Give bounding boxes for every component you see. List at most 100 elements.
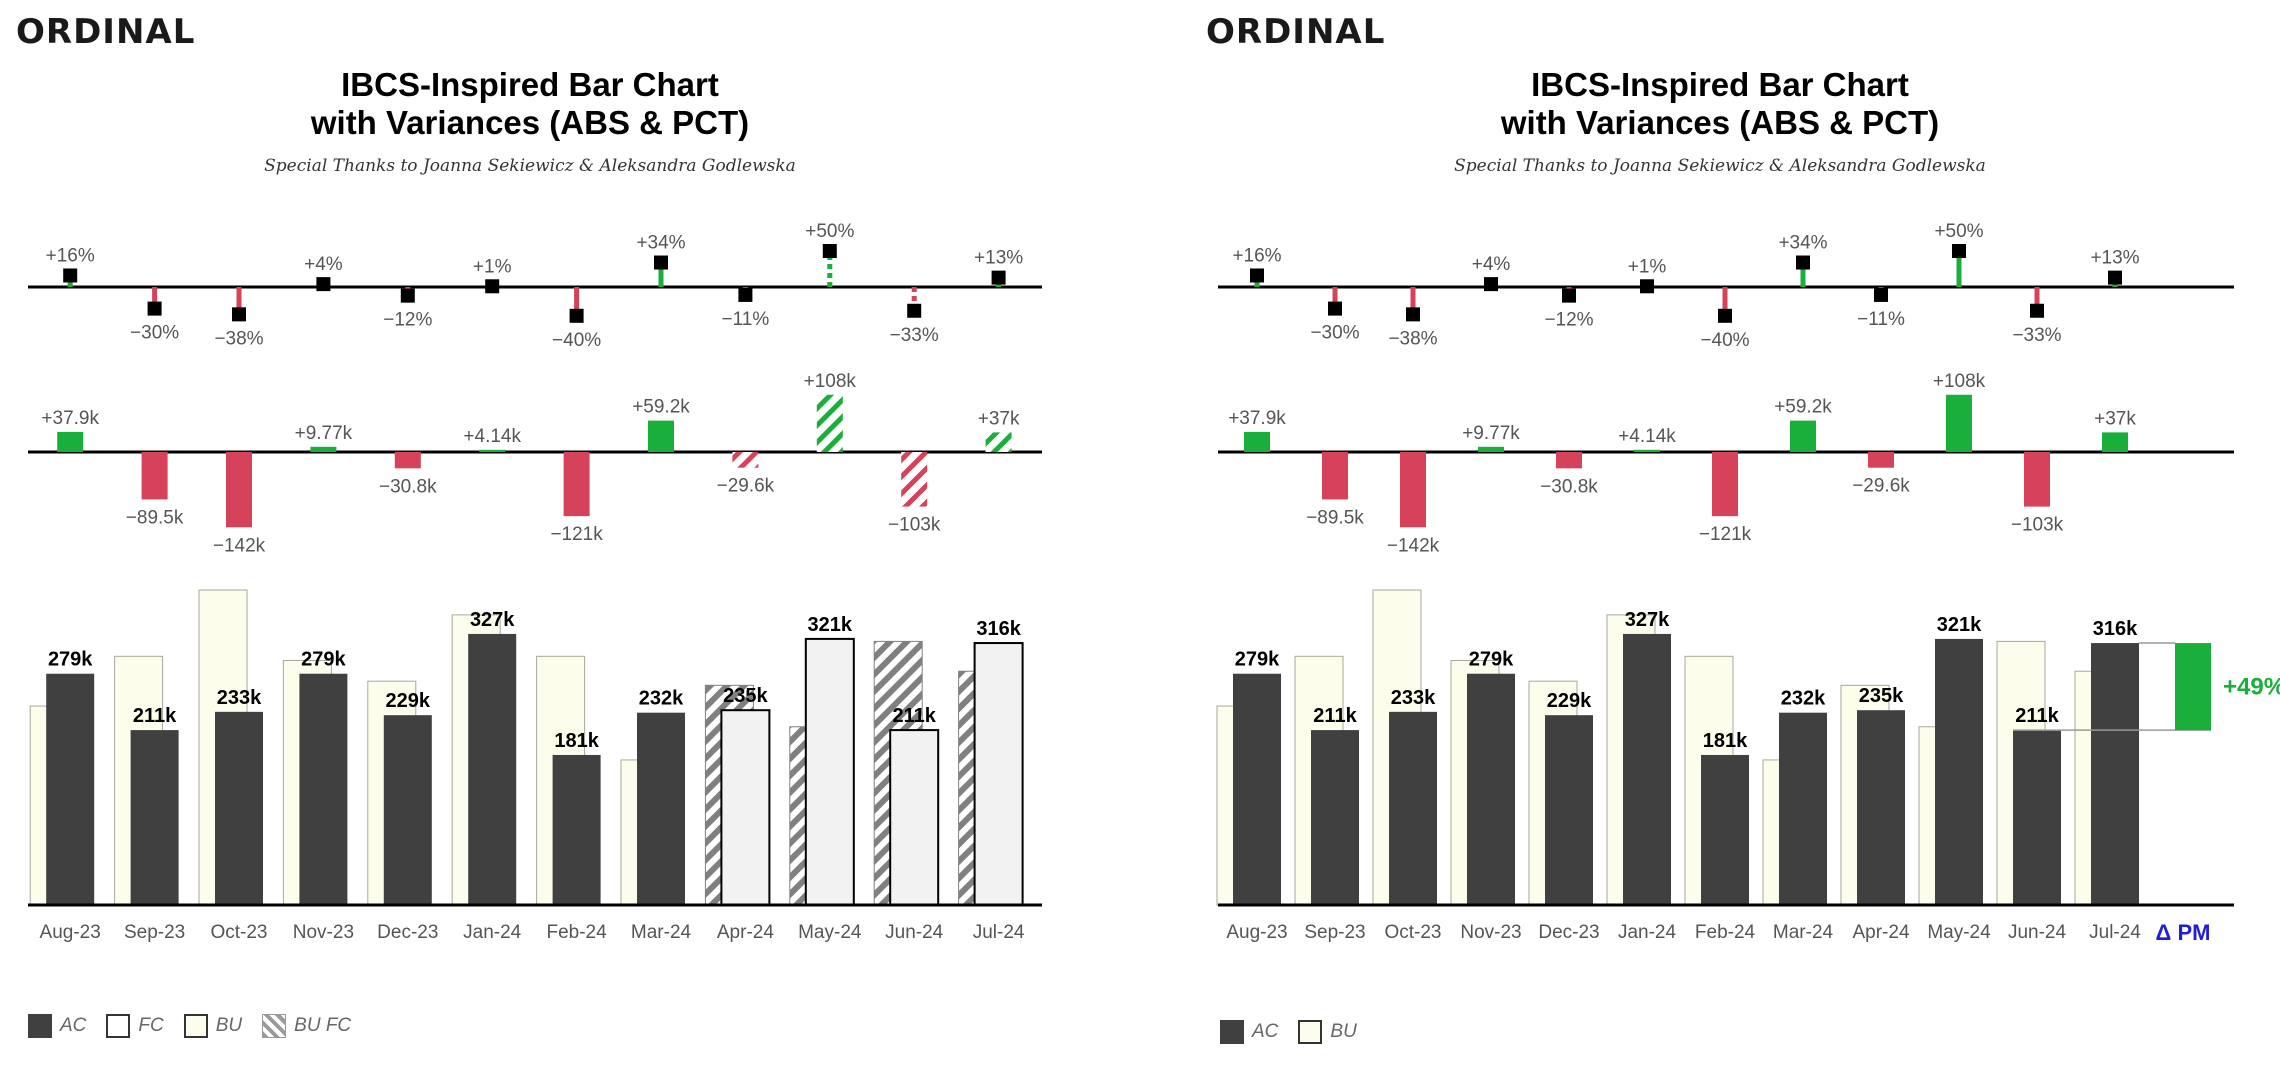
pct-variance-head	[991, 270, 1006, 285]
pct-variance-label: −40%	[552, 330, 601, 351]
abs-variance-bar	[1712, 452, 1738, 517]
category-label: Mar-24	[631, 922, 692, 943]
main-bar	[1779, 712, 1827, 905]
pct-variance-head	[1562, 288, 1576, 303]
legend-swatch	[1298, 1020, 1323, 1044]
abs-variance-label: −29.6k	[717, 476, 775, 497]
category-label: Jun-24	[885, 922, 944, 943]
main-bar-label: 211k	[2015, 705, 2059, 727]
chart-subtitle: Special Thanks to Joanna Sekiewicz & Ale…	[264, 156, 796, 176]
category-label: Jun-24	[2008, 922, 2067, 943]
abs-variance-bar	[310, 446, 337, 452]
main-bar	[215, 711, 263, 905]
pct-variance-head	[232, 307, 246, 322]
category-label: Jul-24	[2089, 922, 2141, 943]
main-bar	[889, 729, 940, 906]
legend-label: BU	[1330, 1021, 1357, 1042]
abs-variance-bar	[901, 452, 928, 507]
main-bar	[1545, 715, 1593, 905]
chart-panel-right: ORDINAL IBCS-Inspired Bar Chart with Var…	[1190, 0, 2280, 1067]
pct-variance-label: +13%	[974, 248, 1023, 269]
main-bar-label: 233k	[217, 687, 262, 709]
main-bar-label: 229k	[1547, 690, 1592, 712]
pct-variance-head	[1406, 307, 1420, 322]
category-label: Apr-24	[717, 922, 774, 943]
main-bar	[46, 673, 95, 905]
abs-variance-label: +37k	[2094, 408, 2136, 429]
pct-variance-label: −33%	[2012, 325, 2061, 346]
abs-variance-label: +37k	[978, 408, 1020, 429]
chart-title: IBCS-Inspired Bar Chart with Variances (…	[0, 66, 1060, 142]
pct-variance-label: −12%	[1544, 310, 1593, 331]
category-label: May-24	[1927, 922, 1991, 943]
main-bar	[383, 715, 432, 905]
legend-label: BU	[215, 1015, 243, 1036]
main-bar	[1623, 633, 1671, 905]
abs-variance-bar	[816, 394, 843, 452]
abs-variance-bar	[563, 452, 590, 517]
abs-variance-label: −30.8k	[379, 476, 437, 497]
main-bar	[804, 637, 855, 906]
main-bar	[552, 754, 601, 905]
category-label: Nov-23	[1460, 922, 1521, 943]
main-bar-label: 279k	[48, 649, 93, 671]
main-bar	[2091, 643, 2139, 905]
abs-variance-label: +4.14k	[1618, 426, 1676, 447]
main-bar	[1233, 673, 1281, 905]
pct-variance-label: −30%	[1310, 323, 1359, 344]
category-label: Jan-24	[463, 922, 522, 943]
main-bar-label: 232k	[639, 688, 684, 710]
category-label: Aug-23	[40, 922, 101, 943]
category-label: Sep-23	[1304, 922, 1365, 943]
category-label: Mar-24	[1773, 922, 1834, 943]
abs-variance-label: −89.5k	[126, 507, 184, 528]
pct-variance-label: +34%	[1778, 233, 1827, 254]
main-bar-label: 229k	[386, 690, 431, 712]
main-bar-label: 232k	[1781, 688, 1826, 710]
pct-variance-head	[1484, 277, 1498, 292]
abs-variance-label: −89.5k	[1306, 507, 1364, 528]
main-bar-label: 235k	[723, 685, 768, 707]
legend-item-bu: BU	[183, 1014, 243, 1038]
main-bar-label: 181k	[554, 730, 599, 752]
legend: AC BU	[1220, 1020, 1357, 1044]
abs-variance-bar	[732, 452, 759, 468]
abs-variance-bar	[141, 452, 168, 500]
category-label: Oct-23	[210, 922, 267, 943]
abs-variance-label: +4.14k	[463, 426, 521, 447]
category-label: Jan-24	[1618, 922, 1677, 943]
main-bar-label: 316k	[976, 618, 1021, 640]
abs-variance-bar	[2024, 452, 2050, 507]
main-bar	[1389, 711, 1437, 905]
abs-variance-label: −142k	[213, 535, 266, 556]
category-label: Nov-23	[293, 922, 354, 943]
pct-variance-label: +4%	[304, 254, 343, 275]
abs-variance-bar	[1322, 452, 1348, 500]
legend-swatch	[1220, 1020, 1244, 1044]
main-bar	[299, 673, 348, 905]
main-bar-label: 316k	[2093, 618, 2138, 640]
pct-variance-label: −40%	[1700, 330, 1749, 351]
pct-variance-head	[1952, 244, 1966, 258]
main-bar-label: 233k	[1391, 687, 1436, 709]
abs-variance-bar	[1244, 431, 1270, 452]
main-bar	[637, 712, 685, 905]
abs-variance-label: −29.6k	[1852, 476, 1910, 497]
category-label: Feb-24	[546, 922, 607, 943]
abs-variance-label: +37.9k	[41, 408, 99, 429]
pct-variance-head	[316, 277, 331, 292]
category-label: Dec-23	[1538, 922, 1599, 943]
pct-variance-label: +50%	[1934, 221, 1983, 242]
main-bar-label: 279k	[1469, 649, 1514, 671]
category-label: Dec-23	[377, 922, 438, 943]
pct-variance-label: +16%	[1232, 245, 1281, 266]
variance-chart-svg: +16% −30% −38% +4% −12% +1% −40% +34% −11% +50% −3…	[1216, 221, 2280, 945]
legend-item-bu-fc: BU FC	[262, 1014, 351, 1038]
main-bar	[973, 642, 1024, 906]
abs-variance-label: +108k	[804, 371, 857, 392]
main-bar	[1935, 638, 1983, 905]
chart-title-line2: with Variances (ABS & PCT)	[310, 104, 750, 141]
pct-variance-head	[1874, 287, 1888, 302]
category-label: Oct-23	[1384, 922, 1441, 943]
delta-bar	[2175, 643, 2211, 731]
